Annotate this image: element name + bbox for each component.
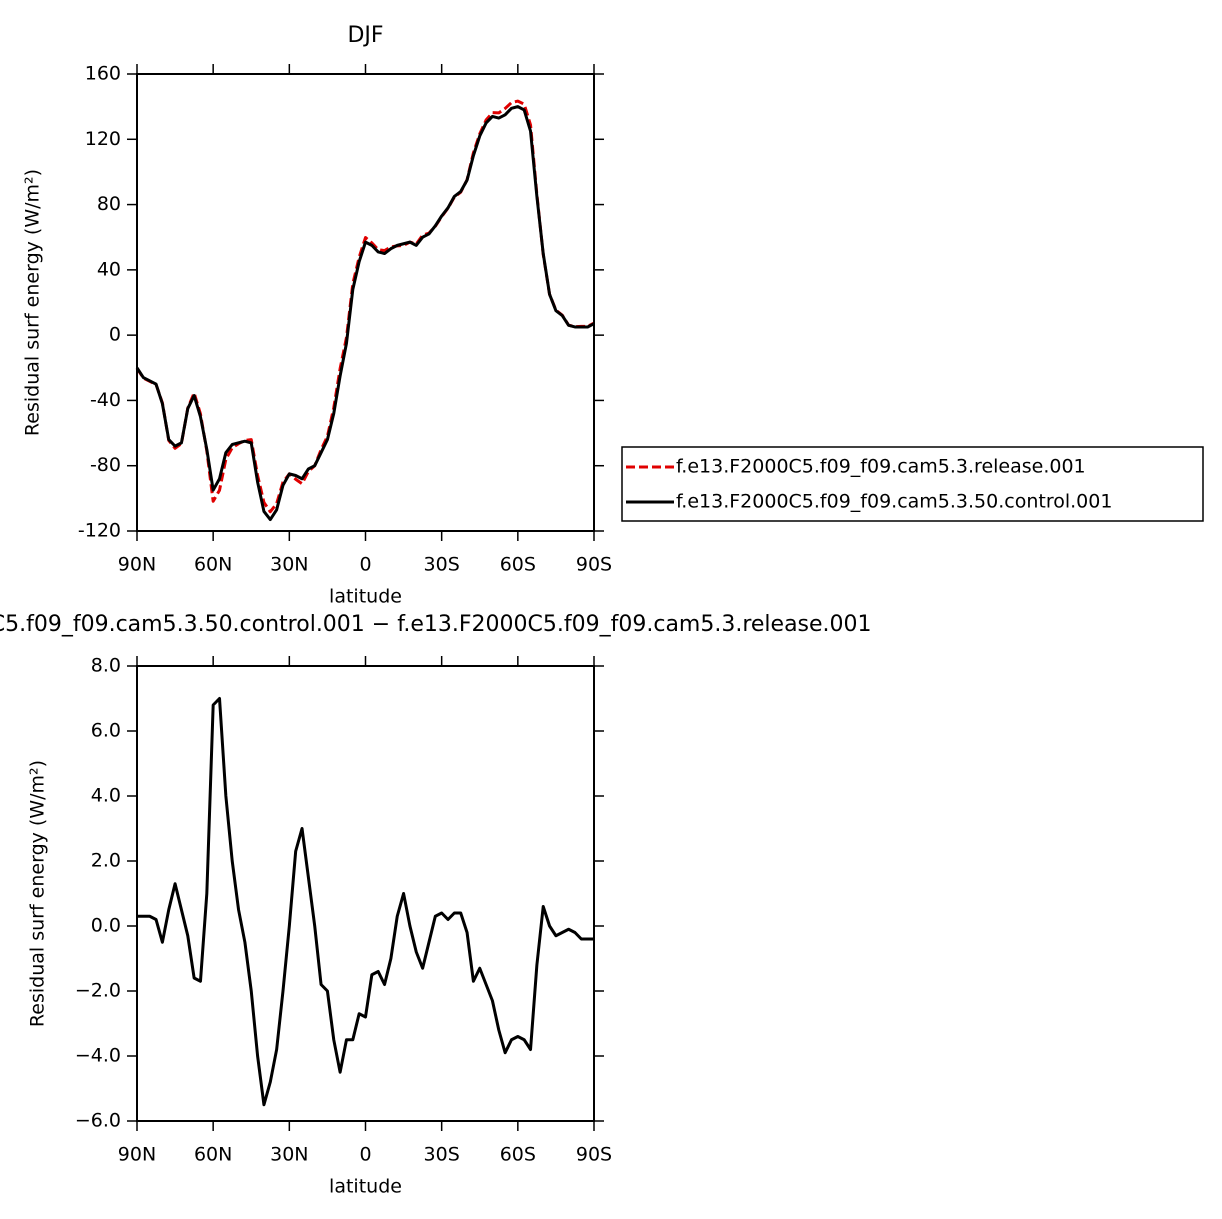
x-tick-label: 90N: [118, 1144, 156, 1166]
chart-title: DJF: [347, 23, 383, 48]
x-tick-label: 60N: [194, 554, 232, 576]
data-line: [135, 105, 595, 522]
y-tick-label: 6.0: [91, 720, 121, 742]
plot-frame: [136, 73, 595, 532]
y-tick-label: -80: [90, 454, 121, 476]
x-tick-label: 0: [359, 554, 371, 576]
y-axis-label: Residual surf energy (W/m²): [22, 169, 44, 436]
y-tick-label: 0.0: [91, 915, 121, 937]
y-axis-label: Residual surf energy (W/m²): [27, 760, 49, 1027]
x-tick-label: 90S: [576, 1144, 612, 1166]
y-tick-label: -40: [90, 389, 121, 411]
x-tick-label: 30N: [270, 1144, 308, 1166]
y-tick-label: -120: [78, 520, 121, 542]
legend-box: [621, 446, 1204, 522]
x-tick-label: 60N: [194, 1144, 232, 1166]
y-tick-label: 80: [97, 193, 121, 215]
y-tick-label: 4.0: [91, 785, 121, 807]
data-line: [135, 99, 595, 514]
y-tick-label: 160: [85, 63, 121, 85]
y-tick-label: 40: [97, 258, 121, 280]
x-axis-label: latitude: [329, 1176, 402, 1198]
y-tick-label: 120: [85, 128, 121, 150]
y-tick-label: −2.0: [75, 980, 121, 1002]
x-tick-label: 60S: [500, 554, 536, 576]
y-tick-label: 8.0: [91, 655, 121, 677]
chart-title: f.e13.F2000C5.f09_f09.cam5.3.50.control.…: [0, 612, 872, 637]
x-tick-label: 30N: [270, 554, 308, 576]
x-axis-label: latitude: [329, 586, 402, 608]
x-tick-label: 90S: [576, 554, 612, 576]
plot-frame: [136, 665, 595, 1122]
data-line: [137, 697, 594, 1107]
y-tick-label: −6.0: [75, 1110, 121, 1132]
x-tick-label: 30S: [424, 554, 460, 576]
legend-label: f.e13.F2000C5.f09_f09.cam5.3.release.001: [676, 456, 1086, 478]
x-tick-label: 0: [359, 1144, 371, 1166]
legend-label: f.e13.F2000C5.f09_f09.cam5.3.50.control.…: [676, 491, 1112, 513]
x-tick-label: 30S: [424, 1144, 460, 1166]
x-tick-label: 60S: [500, 1144, 536, 1166]
y-tick-label: −4.0: [75, 1045, 121, 1067]
y-tick-label: 0: [109, 324, 121, 346]
x-tick-label: 90N: [118, 554, 156, 576]
y-tick-label: 2.0: [91, 850, 121, 872]
